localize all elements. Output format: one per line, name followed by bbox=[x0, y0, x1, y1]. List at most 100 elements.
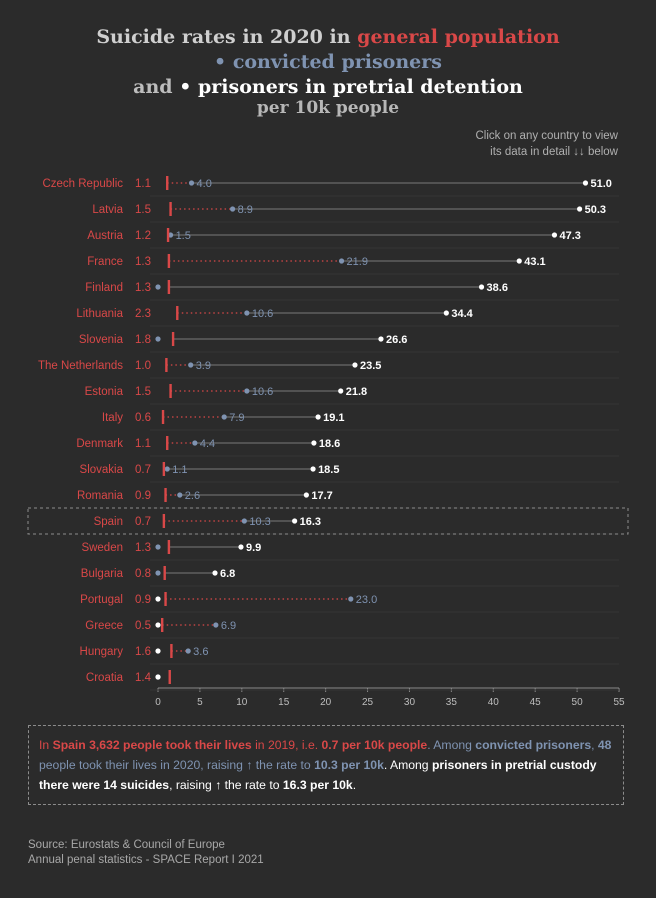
country-row-sweden[interactable]: Sweden 1.3 9.9 bbox=[81, 540, 619, 561]
country-row-france[interactable]: France 1.3 21.9 43.1 bbox=[87, 254, 619, 275]
info-text: In bbox=[39, 738, 50, 752]
general-rate-label: 0.9 bbox=[135, 490, 151, 502]
convicted-value-label: 8.9 bbox=[238, 204, 253, 216]
country-row-denmark[interactable]: Denmark 1.1 4.4 18.6 bbox=[76, 436, 619, 457]
convicted-value-label: 3.6 bbox=[193, 646, 208, 658]
general-rate-label: 1.2 bbox=[135, 230, 151, 242]
chart-title-line2: • convicted prisoners bbox=[0, 51, 656, 73]
title-convicted-prisoners: convicted prisoners bbox=[232, 51, 442, 73]
general-rate-label: 1.3 bbox=[135, 256, 151, 268]
country-row-lithuania[interactable]: Lithuania 2.3 10.6 34.4 bbox=[76, 306, 619, 327]
country-row-greece[interactable]: Greece 0.5 6.9 bbox=[85, 618, 619, 639]
country-row-estonia[interactable]: Estonia 1.5 10.6 21.8 bbox=[85, 384, 619, 405]
info-text: . bbox=[352, 778, 357, 792]
general-rate-label: 1.3 bbox=[135, 542, 151, 554]
country-row-finland[interactable]: Finland 1.3 38.6 bbox=[85, 280, 619, 301]
convicted-dot bbox=[167, 232, 174, 238]
country-row-the-netherlands[interactable]: The Netherlands 1.0 3.9 23.5 bbox=[38, 358, 619, 379]
pretrial-value-label: 19.1 bbox=[323, 412, 344, 424]
general-rate-label: 0.6 bbox=[135, 412, 151, 424]
bullet-icon: • bbox=[214, 51, 227, 73]
country-label: Sweden bbox=[81, 542, 123, 554]
pretrial-dot bbox=[311, 440, 317, 446]
pretrial-dot bbox=[155, 622, 161, 628]
pretrial-dot bbox=[310, 466, 316, 472]
chart-title-line3: and • prisoners in pretrial detention bbox=[0, 76, 656, 98]
country-row-slovakia[interactable]: Slovakia 0.7 1.1 18.5 bbox=[80, 462, 619, 483]
pretrial-dot bbox=[238, 544, 244, 550]
convicted-value-label: 7.9 bbox=[229, 412, 244, 424]
general-rate-label: 0.7 bbox=[135, 464, 151, 476]
pretrial-value-label: 18.5 bbox=[318, 464, 339, 476]
info-convicted-count: 48 bbox=[597, 738, 612, 752]
pretrial-value-label: 9.9 bbox=[246, 542, 261, 554]
country-label: Lithuania bbox=[76, 308, 123, 320]
pretrial-dot bbox=[551, 232, 558, 238]
pretrial-value-label: 50.3 bbox=[585, 204, 606, 216]
country-label: Denmark bbox=[76, 438, 123, 450]
general-rate-label: 1.3 bbox=[135, 282, 151, 294]
convicted-value-label: 6.9 bbox=[221, 620, 236, 632]
country-label: Czech Republic bbox=[42, 178, 123, 190]
info-text: , raising ↑ the rate to bbox=[169, 778, 280, 792]
pretrial-dot bbox=[338, 388, 344, 394]
convicted-value-label: 4.0 bbox=[197, 178, 212, 190]
country-label: Latvia bbox=[92, 204, 123, 216]
country-row-spain[interactable]: Spain 0.7 10.3 16.3 bbox=[27, 507, 629, 535]
pretrial-dot bbox=[292, 518, 298, 524]
convicted-value-label: 1.5 bbox=[176, 230, 191, 242]
source-line2: Annual penal statistics - SPACE Report I… bbox=[28, 854, 264, 866]
x-tick-label: 5 bbox=[197, 697, 203, 708]
convicted-dot bbox=[244, 388, 250, 394]
convicted-value-label: 10.3 bbox=[249, 516, 270, 528]
convicted-value-label: 2.6 bbox=[185, 490, 200, 502]
country-row-hungary[interactable]: Hungary 1.6 3.6 bbox=[80, 644, 619, 665]
chart-title-line1: Suicide rates in 2020 in general populat… bbox=[0, 26, 656, 48]
country-label: Croatia bbox=[86, 672, 124, 684]
hint-line2: its data in detail ↓↓ below bbox=[490, 146, 618, 158]
convicted-dot bbox=[229, 206, 236, 212]
title-general-population: general population bbox=[357, 26, 560, 48]
general-rate-label: 1.8 bbox=[135, 334, 151, 346]
selected-row-highlight bbox=[27, 507, 629, 535]
pretrial-dot bbox=[212, 570, 218, 576]
country-row-czech-republic[interactable]: Czech Republic 1.1 4.0 51.0 bbox=[42, 176, 619, 197]
convicted-value-label: 3.9 bbox=[196, 360, 211, 372]
country-label: France bbox=[87, 256, 123, 268]
convicted-dot bbox=[155, 336, 161, 342]
x-tick-label: 50 bbox=[572, 697, 584, 708]
country-label: Bulgaria bbox=[81, 568, 124, 580]
pretrial-dot bbox=[582, 180, 589, 186]
convicted-value-label: 10.6 bbox=[252, 386, 273, 398]
x-tick-label: 55 bbox=[613, 697, 625, 708]
country-label: Slovenia bbox=[79, 334, 124, 346]
click-hint: Click on any country to view its data in… bbox=[398, 128, 618, 160]
title-and: and bbox=[133, 76, 173, 98]
country-row-italy[interactable]: Italy 0.6 7.9 19.1 bbox=[102, 410, 619, 431]
country-row-austria[interactable]: Austria 1.2 1.5 47.3 bbox=[87, 228, 619, 249]
country-row-romania[interactable]: Romania 0.9 2.6 17.7 bbox=[77, 488, 619, 509]
country-row-portugal[interactable]: Portugal 0.9 23.0 bbox=[80, 592, 619, 613]
country-label: Slovakia bbox=[80, 464, 124, 476]
info-pretrial-highlight: prisoners in pretrial custody there were… bbox=[39, 758, 597, 792]
country-label: Portugal bbox=[80, 594, 123, 606]
x-tick-label: 45 bbox=[530, 697, 542, 708]
pretrial-value-label: 34.4 bbox=[451, 308, 473, 320]
convicted-dot bbox=[192, 440, 198, 446]
x-tick-label: 20 bbox=[320, 697, 332, 708]
country-label: The Netherlands bbox=[38, 360, 123, 372]
x-tick-label: 35 bbox=[446, 697, 458, 708]
convicted-dot bbox=[338, 258, 345, 264]
country-row-bulgaria[interactable]: Bulgaria 0.8 6.8 bbox=[81, 566, 619, 587]
pretrial-value-label: 38.6 bbox=[487, 282, 508, 294]
info-text: in 2019, i.e. bbox=[255, 738, 319, 752]
country-label: Italy bbox=[102, 412, 123, 424]
convicted-value-label: 21.9 bbox=[347, 256, 368, 268]
info-convicted-rate: 10.3 per 10k bbox=[314, 758, 384, 772]
country-row-slovenia[interactable]: Slovenia 1.8 26.6 bbox=[79, 332, 619, 353]
convicted-dot bbox=[221, 414, 227, 420]
country-row-croatia[interactable]: Croatia 1.4 bbox=[86, 670, 619, 691]
x-tick-label: 0 bbox=[155, 697, 161, 708]
general-rate-label: 1.6 bbox=[135, 646, 151, 658]
country-row-latvia[interactable]: Latvia 1.5 8.9 50.3 bbox=[92, 202, 619, 223]
